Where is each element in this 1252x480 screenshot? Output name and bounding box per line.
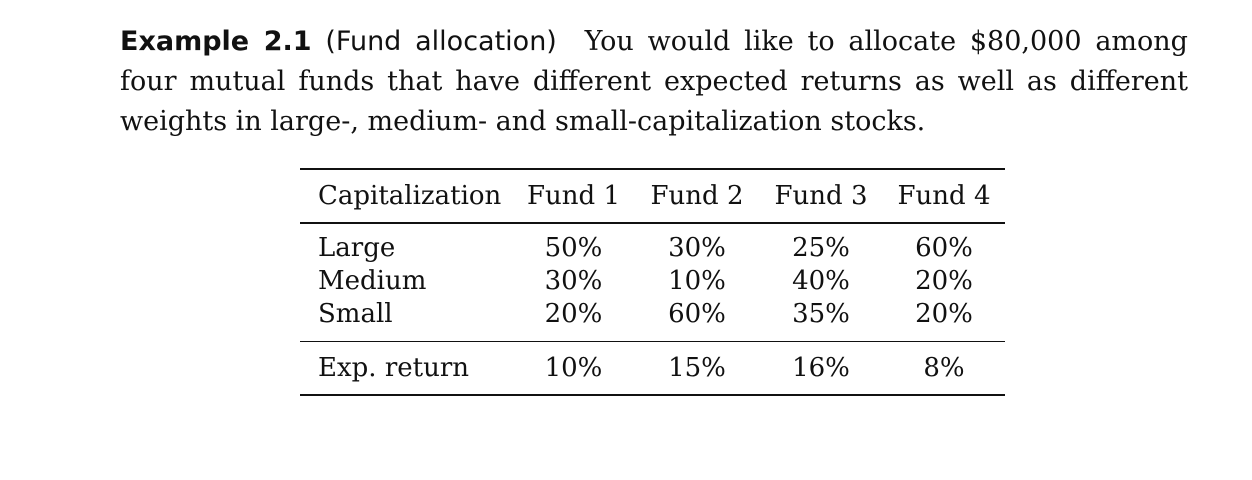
column-header: Fund 2: [650, 181, 744, 211]
row-label: Large: [318, 232, 396, 263]
bottom-rule: [300, 394, 1005, 396]
fund-table-grid: Capitalization Fund 1 Fund 2 Fund 3 Fund…: [300, 170, 1005, 222]
example-label: Example 2.1: [120, 26, 312, 57]
table-row: Large 50% 30% 25% 60%: [300, 232, 1005, 265]
example-topic: (Fund allocation): [325, 26, 557, 57]
table-cell: 8%: [923, 353, 965, 383]
mid-rule: [300, 222, 1005, 224]
footer-rule: [300, 340, 1005, 342]
column-header: Fund 1: [527, 181, 620, 211]
table-cell: 60%: [915, 232, 973, 263]
table-row: Medium 30% 10% 40% 20%: [300, 265, 1005, 298]
table-footer-row: Exp. return 10% 15% 16% 8%: [300, 342, 1005, 394]
table-cell: 30%: [544, 265, 603, 296]
table-cell: 60%: [668, 298, 726, 329]
column-header: Fund 4: [897, 181, 991, 211]
table-row: Small 20% 60% 35% 20%: [300, 298, 1005, 331]
table-cell: 20%: [915, 298, 973, 329]
table-cell: 25%: [792, 232, 850, 263]
table-cell: 20%: [915, 265, 973, 296]
table-header-row: Capitalization Fund 1 Fund 2 Fund 3 Fund…: [300, 170, 1005, 222]
row-label: Medium: [318, 265, 427, 296]
fund-table-footer: Exp. return 10% 15% 16% 8%: [300, 342, 1005, 394]
table-cell: 16%: [792, 353, 850, 383]
example-paragraph: Example 2.1 (Fund allocation) You would …: [120, 22, 1188, 142]
table-cell: 30%: [668, 232, 726, 263]
table-cell: 15%: [668, 353, 726, 383]
table-cell: 40%: [792, 265, 850, 296]
top-rule: [300, 168, 1005, 170]
example-text: You would like to allocate $80,000 among…: [120, 26, 1188, 137]
example-heading: Example 2.1 (Fund allocation): [120, 26, 571, 57]
row-label: Small: [318, 298, 393, 329]
row-label: Exp. return: [318, 353, 469, 383]
fund-table: Capitalization Fund 1 Fund 2 Fund 3 Fund…: [300, 168, 1005, 396]
table-cell: 20%: [544, 298, 603, 329]
table-cell: 10%: [668, 265, 726, 296]
table-cell: 50%: [544, 232, 603, 263]
column-header: Fund 3: [774, 181, 868, 211]
fund-table-body: Large 50% 30% 25% 60% Medium 30% 10% 40%…: [300, 224, 1005, 341]
column-header: Capitalization: [318, 181, 502, 211]
table-cell: 10%: [544, 353, 603, 383]
table-cell: 35%: [792, 298, 850, 329]
